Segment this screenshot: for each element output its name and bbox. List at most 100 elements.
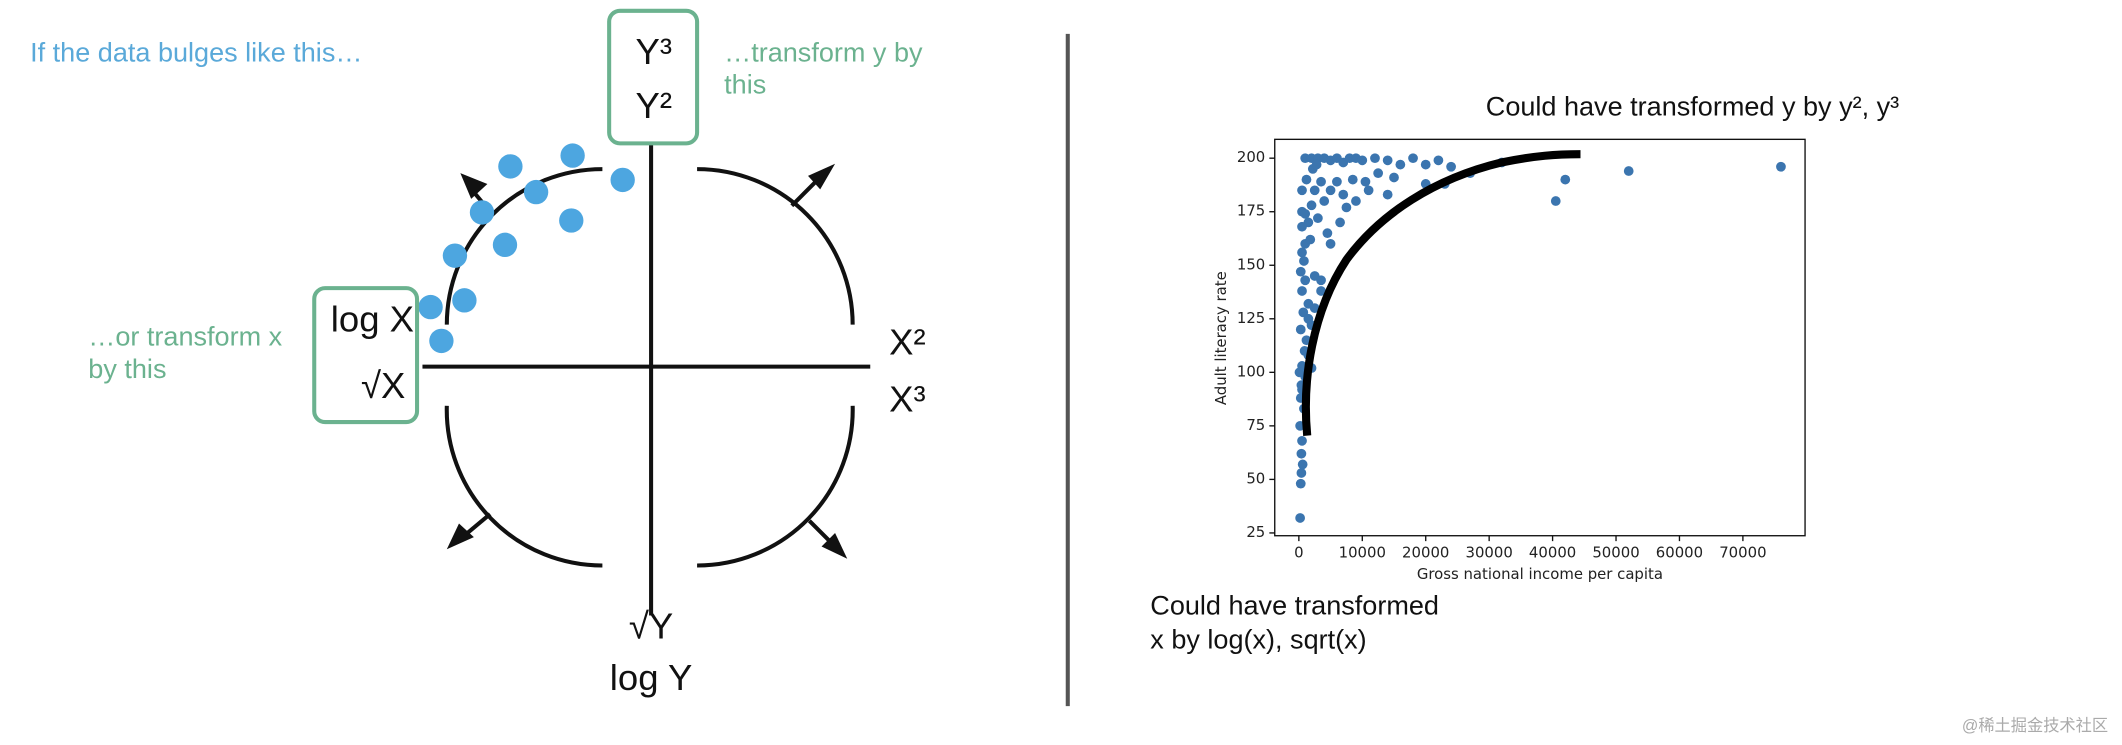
scatter-plot: 0 10000 20000 30000 40000 50000 60000 70000 25 50…: [1237, 138, 1806, 561]
point: [1395, 159, 1406, 170]
y-note: …transform y by: [724, 37, 923, 67]
y-root-label: √Y: [629, 606, 673, 647]
dot: [418, 294, 443, 320]
x-tick-label: 30000: [1465, 543, 1512, 561]
y-tick-label: 150: [1237, 255, 1265, 273]
x-tick-label: 70000: [1719, 543, 1766, 561]
point: [1299, 256, 1309, 266]
point: [1295, 478, 1306, 489]
point: [1295, 513, 1305, 523]
y-tick-label: 100: [1237, 362, 1265, 380]
y-tick-label: 75: [1246, 416, 1265, 434]
point: [1550, 196, 1561, 206]
point: [1295, 324, 1306, 335]
point: [1325, 238, 1336, 249]
x-box-label: √X: [361, 365, 405, 406]
chart-title: Could have transformed y by y², y³: [1486, 91, 1899, 121]
x-axis-label: Gross national income per capita: [1417, 565, 1663, 583]
x-box: [312, 286, 420, 425]
trend-curve: [1301, 150, 1581, 436]
point: [1389, 172, 1399, 183]
dot: [523, 179, 549, 205]
x-tick-label: 0: [1294, 543, 1303, 561]
dot: [429, 328, 454, 354]
x-power-label: X²: [889, 322, 926, 363]
dot: [560, 143, 585, 168]
y-tick-label: 50: [1246, 469, 1265, 487]
point: [1306, 200, 1317, 211]
point: [1363, 185, 1374, 196]
point: [1351, 196, 1361, 206]
dot: [469, 200, 495, 225]
dot: [492, 232, 518, 258]
x-tick-label: 10000: [1339, 543, 1386, 561]
arrow-head: [821, 533, 848, 559]
x-power-label: X³: [889, 378, 926, 419]
point: [1382, 155, 1393, 166]
caption: Could have transformed: [1150, 591, 1439, 621]
point: [1316, 286, 1326, 296]
point: [1300, 208, 1311, 219]
point: [1300, 275, 1311, 286]
arc: [697, 405, 855, 568]
point: [1297, 435, 1307, 446]
dot: [498, 154, 523, 179]
bulge-dots: [418, 143, 635, 354]
x-box-label: log X: [331, 299, 414, 340]
x-tick-label: 50000: [1592, 543, 1639, 561]
arrow-head: [446, 523, 474, 550]
plot-frame: [1274, 138, 1806, 537]
point: [1420, 159, 1431, 170]
x-tick-label: 20000: [1402, 543, 1449, 561]
point: [1303, 313, 1314, 324]
watermark: @稀土掘金技术社区: [1962, 717, 2108, 735]
point: [1297, 286, 1307, 296]
point: [1294, 367, 1305, 378]
y-axis-label: Adult literacy rate: [1212, 271, 1230, 405]
point: [1295, 266, 1306, 277]
point: [1305, 234, 1316, 245]
y-box-label: Y³: [636, 31, 673, 72]
y-log-label: log Y: [610, 657, 693, 698]
point: [1313, 213, 1323, 224]
point: [1297, 459, 1308, 470]
caption: x by log(x), sqrt(x): [1150, 624, 1366, 654]
point: [1347, 174, 1358, 185]
x-tick-label: 40000: [1529, 543, 1576, 561]
y-tick-label: 200: [1237, 148, 1265, 166]
point: [1316, 176, 1326, 187]
point: [1297, 221, 1307, 232]
point: [1382, 189, 1393, 200]
point: [1373, 168, 1384, 179]
point: [1297, 247, 1307, 258]
point: [1408, 153, 1418, 164]
point: [1360, 176, 1371, 187]
point: [1301, 174, 1312, 185]
point: [1311, 159, 1322, 170]
y-note: this: [724, 70, 766, 100]
point: [1297, 185, 1307, 196]
point: [1433, 155, 1444, 166]
y-box-label: Y²: [636, 85, 673, 126]
arrow-heads: [446, 163, 848, 559]
point: [1309, 303, 1320, 313]
point: [1560, 174, 1571, 185]
point: [1332, 176, 1342, 187]
point: [1341, 202, 1352, 213]
point: [1322, 228, 1333, 239]
point: [1296, 448, 1307, 459]
y-box: [607, 8, 700, 146]
x-note: …or transform x: [88, 321, 282, 351]
point: [1446, 161, 1456, 172]
point: [1309, 185, 1320, 196]
point: [1338, 189, 1349, 200]
point: [1335, 217, 1345, 228]
point: [1316, 275, 1326, 286]
x-tick-label: 60000: [1656, 543, 1703, 561]
dot: [610, 167, 635, 193]
arc: [444, 405, 603, 568]
arrow-head: [808, 163, 836, 190]
y-tick-label: 25: [1246, 523, 1265, 541]
point: [1319, 196, 1330, 206]
